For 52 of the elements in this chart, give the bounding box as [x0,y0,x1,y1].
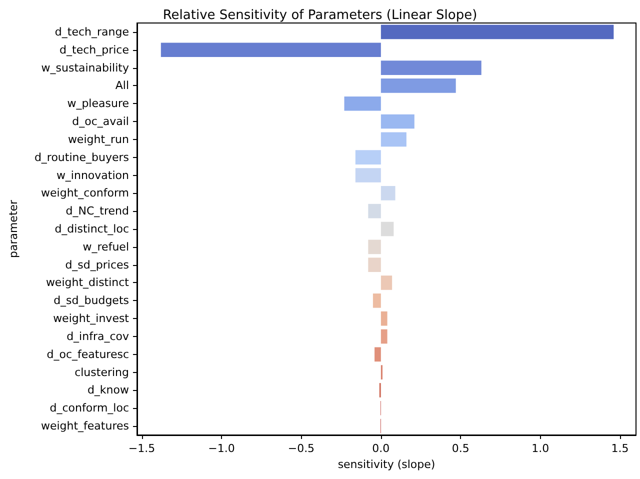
bar [380,186,396,200]
x-tick-label: 0.5 [452,442,470,455]
y-tick-label: d_know [87,384,129,397]
y-tick-label: d_oc_featuresc [46,348,129,361]
x-tick-label: 1.5 [611,442,629,455]
y-tick-label: weight_run [68,132,130,146]
bar [368,258,381,272]
bar [355,150,381,165]
y-tick-label: weight_conform [41,186,129,200]
bar [355,168,381,182]
y-tick-label: d_conform_loc [50,402,129,415]
bar [160,42,381,58]
bar [344,96,381,111]
y-tick-label: d_tech_price [60,43,130,56]
y-tick-label: d_distinct_loc [54,222,129,236]
bar [380,132,406,147]
y-tick-label: d_oc_avail [72,115,129,128]
bar [374,347,381,362]
x-tick-label: −1.0 [208,442,235,455]
bar [380,60,482,75]
y-tick-label: weight_features [40,420,130,433]
x-tick-label: 1.0 [532,442,550,455]
y-axis-title: parameter [7,199,20,258]
bar [380,329,388,344]
y-tick-label: weight_distinct [46,276,130,290]
y-tick-label: weight_invest [53,312,130,326]
y-tick-label: d_tech_range [54,25,130,38]
bar [380,311,388,326]
x-axis-title: sensitivity (slope) [338,458,436,471]
y-tick-label: d_infra_cov [66,330,130,343]
bar [380,78,456,93]
x-tick-label: 0.0 [372,442,390,455]
y-tick-label: All [115,79,129,92]
x-tick-label: −1.5 [128,442,156,455]
x-tick-label: −0.5 [288,442,315,455]
bar [368,204,381,218]
bar [380,114,414,129]
y-tick-label: clustering [74,366,129,379]
y-tick-label: w_sustainability [41,61,130,74]
y-tick-label: d_NC_trend [66,204,129,218]
y-tick-label: w_pleasure [67,97,130,110]
y-tick-label: d_sd_budgets [54,294,130,308]
y-tick-label: w_innovation [56,168,130,182]
chart-title: Relative Sensitivity of Parameters (Linear Slope) [162,8,478,23]
y-tick-label: d_routine_buyers [34,150,130,164]
bar [380,24,614,40]
y-tick-label: w_refuel [82,240,129,254]
bar [368,240,381,254]
bar [380,276,392,290]
bar [380,222,394,236]
y-tick-label: d_sd_prices [65,258,130,272]
bar [372,293,381,308]
